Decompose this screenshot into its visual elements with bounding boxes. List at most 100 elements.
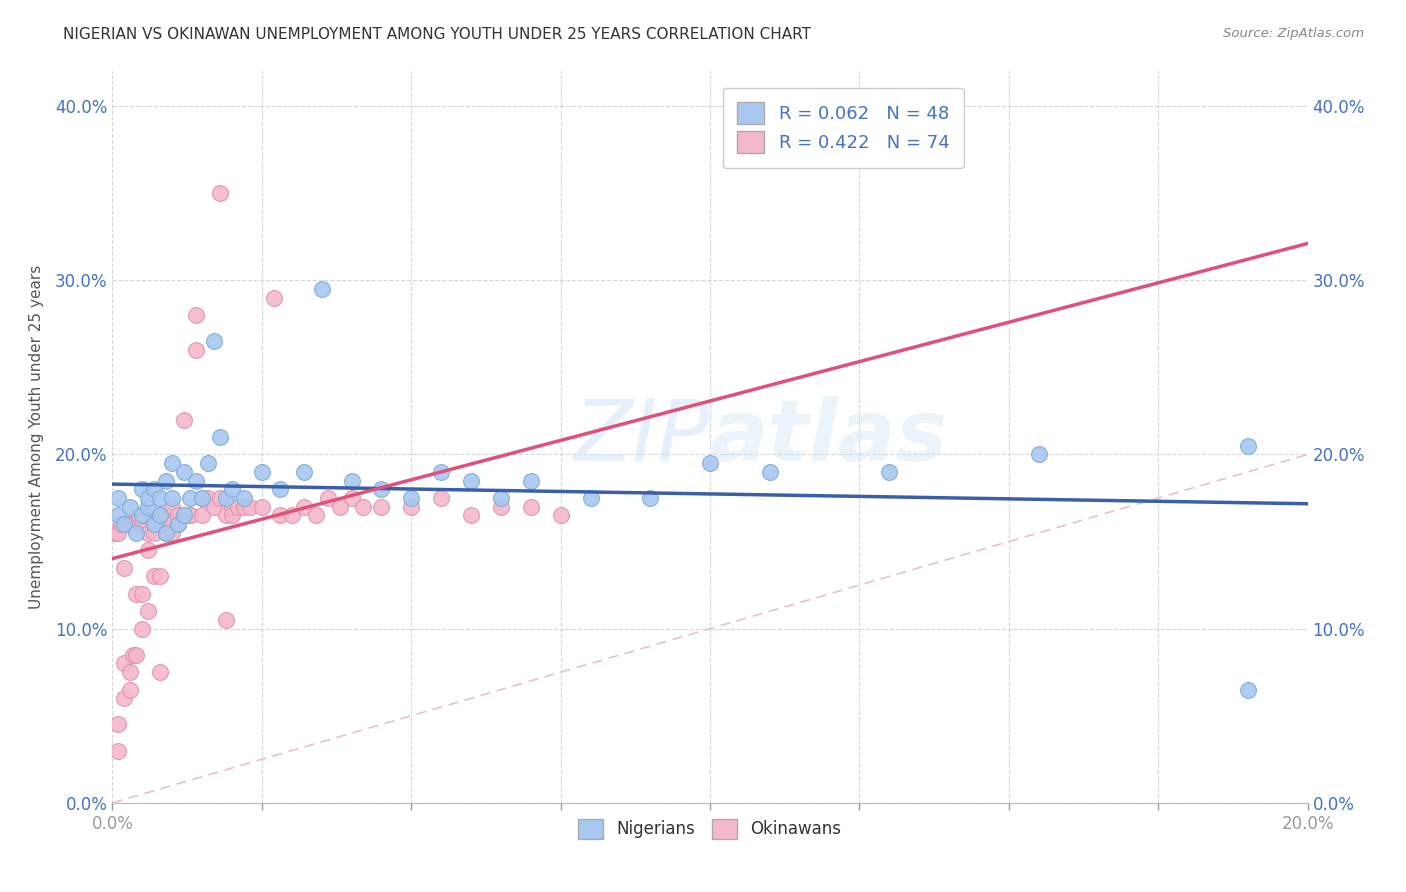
Point	[173, 508, 195, 523]
Point	[114, 560, 135, 574]
Point	[120, 665, 142, 680]
Point	[197, 456, 219, 470]
Point	[179, 508, 201, 523]
Point	[370, 500, 392, 514]
Point	[197, 491, 219, 505]
Point	[292, 465, 315, 479]
Point	[1028, 448, 1050, 462]
Point	[460, 474, 482, 488]
Point	[520, 500, 543, 514]
Point	[114, 691, 135, 706]
Point	[131, 587, 153, 601]
Point	[110, 517, 132, 532]
Point	[173, 508, 195, 523]
Point	[370, 483, 392, 497]
Point	[155, 525, 177, 540]
Point	[162, 525, 183, 540]
Point	[155, 525, 177, 540]
Point	[125, 525, 148, 540]
Point	[107, 508, 129, 523]
Point	[316, 491, 339, 505]
Point	[149, 491, 172, 505]
Point	[125, 587, 148, 601]
Point	[191, 491, 214, 505]
Point	[191, 508, 214, 523]
Point	[149, 665, 172, 680]
Point	[340, 474, 363, 488]
Point	[128, 508, 150, 523]
Point	[120, 682, 142, 697]
Point	[233, 491, 256, 505]
Point	[520, 474, 543, 488]
Point	[401, 500, 423, 514]
Point	[107, 525, 129, 540]
Point	[125, 648, 148, 662]
Text: Source: ZipAtlas.com: Source: ZipAtlas.com	[1223, 27, 1364, 40]
Point	[209, 430, 232, 444]
Point	[353, 500, 375, 514]
Point	[579, 491, 602, 505]
Text: ZIP: ZIP	[574, 395, 710, 479]
Point	[430, 491, 453, 505]
Point	[143, 517, 166, 532]
Point	[699, 456, 721, 470]
Point	[134, 508, 156, 523]
Point	[173, 412, 195, 426]
Point	[120, 500, 142, 514]
Point	[759, 465, 782, 479]
Point	[143, 569, 166, 583]
Legend: Nigerians, Okinawans: Nigerians, Okinawans	[572, 812, 848, 846]
Point	[250, 500, 273, 514]
Point	[233, 500, 256, 514]
Point	[155, 517, 177, 532]
Point	[131, 517, 153, 532]
Point	[460, 508, 482, 523]
Point	[104, 525, 127, 540]
Point	[1237, 439, 1260, 453]
Point	[167, 517, 190, 532]
Point	[489, 491, 512, 505]
Point	[489, 500, 512, 514]
Point	[107, 491, 129, 505]
Point	[209, 186, 232, 201]
Point	[120, 517, 142, 532]
Point	[292, 500, 315, 514]
Point	[550, 508, 572, 523]
Point	[143, 483, 166, 497]
Point	[131, 508, 153, 523]
Point	[155, 474, 177, 488]
Point	[131, 483, 153, 497]
Point	[269, 483, 291, 497]
Point	[215, 508, 238, 523]
Point	[162, 456, 183, 470]
Point	[167, 517, 190, 532]
Point	[209, 491, 232, 505]
Point	[226, 500, 249, 514]
Point	[191, 491, 214, 505]
Point	[162, 500, 183, 514]
Point	[281, 508, 304, 523]
Point	[186, 343, 208, 357]
Point	[143, 525, 166, 540]
Point	[1237, 682, 1260, 697]
Point	[114, 657, 135, 671]
Point	[107, 717, 129, 731]
Point	[117, 517, 139, 532]
Point	[215, 613, 238, 627]
Point	[202, 334, 225, 349]
Point	[179, 491, 201, 505]
Point	[149, 508, 172, 523]
Point	[167, 508, 190, 523]
Point	[173, 465, 195, 479]
Text: NIGERIAN VS OKINAWAN UNEMPLOYMENT AMONG YOUTH UNDER 25 YEARS CORRELATION CHART: NIGERIAN VS OKINAWAN UNEMPLOYMENT AMONG …	[63, 27, 811, 42]
Point	[138, 604, 160, 618]
Point	[430, 465, 453, 479]
Point	[401, 491, 423, 505]
Point	[149, 508, 172, 523]
Point	[162, 491, 183, 505]
Point	[879, 465, 901, 479]
Point	[138, 491, 160, 505]
Point	[311, 282, 333, 296]
Point	[179, 508, 201, 523]
Point	[269, 508, 291, 523]
